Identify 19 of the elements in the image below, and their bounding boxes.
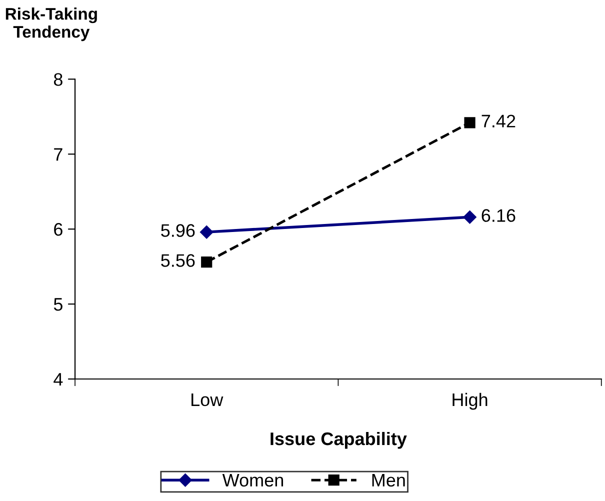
point	[464, 117, 476, 128]
y-axis-title: Risk-Taking Tendency	[6, 8, 97, 42]
legend-label: Men	[372, 474, 405, 487]
x-tick-label: High	[452, 392, 488, 410]
y-tick-label: 5	[54, 298, 62, 311]
x-axis-title: Issue Capability	[270, 432, 407, 449]
y-tick-label: 4	[54, 373, 63, 386]
y-tick-label: 7	[54, 148, 62, 161]
y-tick-label: 6	[54, 223, 62, 236]
point	[463, 210, 476, 224]
legend-label: Women	[222, 474, 284, 487]
data-label: 5.56	[161, 254, 195, 267]
data-label: 7.42	[482, 114, 516, 128]
point	[200, 225, 214, 239]
point	[201, 256, 212, 268]
data-label: 5.96	[161, 224, 195, 237]
data-label: 6.16	[482, 209, 516, 222]
y-tick-label: 8	[54, 73, 62, 86]
x-tick-label: Low	[192, 394, 224, 406]
